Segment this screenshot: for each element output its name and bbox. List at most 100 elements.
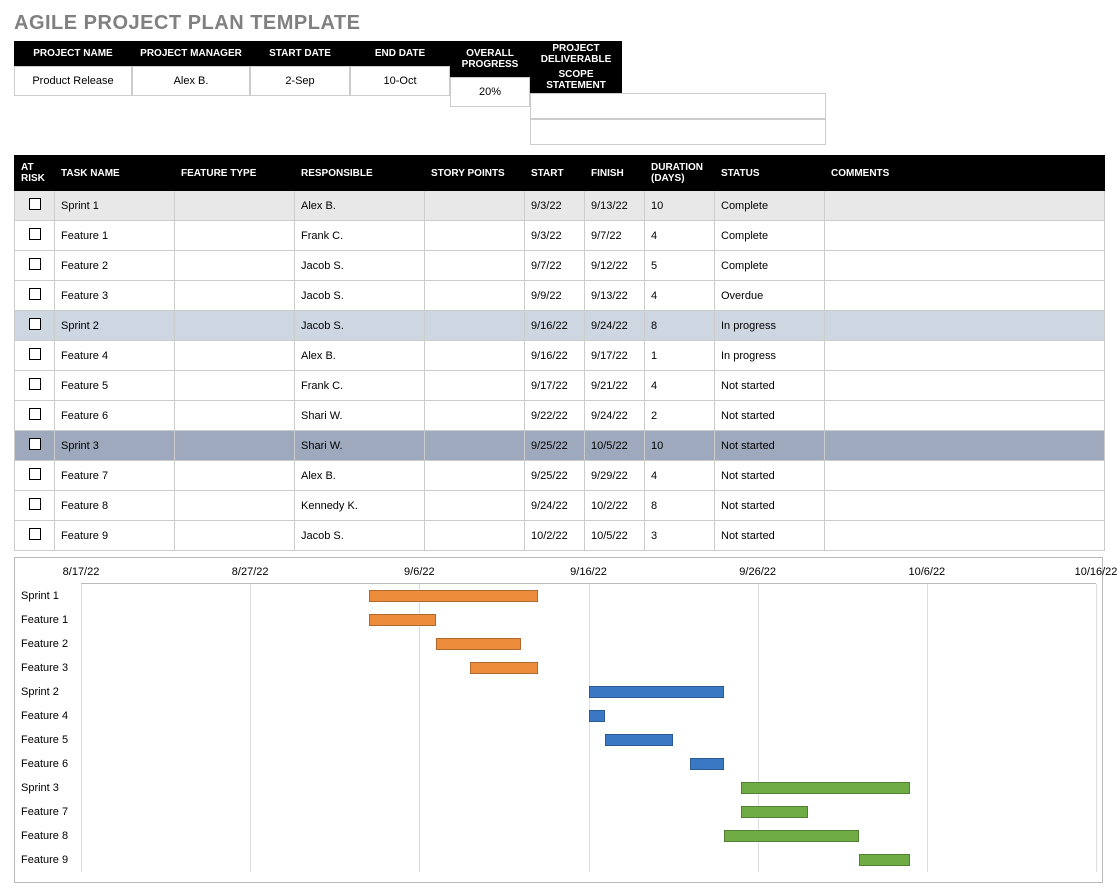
gantt-tick: 9/26/22	[739, 566, 776, 578]
task-cell: Not started	[715, 491, 825, 521]
gantt-row-label: Feature 9	[21, 848, 81, 872]
task-cell: Shari W.	[295, 431, 425, 461]
task-cell: Alex B.	[295, 461, 425, 491]
gantt-row-label: Sprint 3	[21, 776, 81, 800]
at-risk-checkbox[interactable]	[29, 318, 41, 330]
task-cell	[425, 521, 525, 551]
task-cell: 9/7/22	[525, 251, 585, 281]
gantt-row-label: Feature 8	[21, 824, 81, 848]
task-row: Feature 3Jacob S.9/9/229/13/224Overdue	[15, 281, 1105, 311]
task-cell: Feature 1	[55, 221, 175, 251]
at-risk-checkbox[interactable]	[29, 378, 41, 390]
gantt-tick: 10/16/22	[1075, 566, 1117, 578]
task-cell: Not started	[715, 521, 825, 551]
task-cell: 8	[645, 311, 715, 341]
task-cell: 9/3/22	[525, 191, 585, 221]
task-cell	[825, 371, 1105, 401]
task-cell: 9/13/22	[585, 191, 645, 221]
task-cell: Complete	[715, 221, 825, 251]
task-cell	[425, 491, 525, 521]
overall-progress-header: OVERALL PROGRESS	[450, 41, 530, 77]
task-col-header-3: RESPONSIBLE	[295, 156, 425, 191]
task-cell: Feature 4	[55, 341, 175, 371]
at-risk-checkbox[interactable]	[29, 438, 41, 450]
task-cell: In progress	[715, 311, 825, 341]
gantt-tick: 10/6/22	[908, 566, 945, 578]
task-cell: Feature 7	[55, 461, 175, 491]
task-cell: Alex B.	[295, 191, 425, 221]
task-cell: Not started	[715, 401, 825, 431]
gantt-row-label: Sprint 2	[21, 680, 81, 704]
task-cell: In progress	[715, 341, 825, 371]
task-row: Feature 6Shari W.9/22/229/24/222Not star…	[15, 401, 1105, 431]
task-cell: 9/24/22	[585, 401, 645, 431]
task-cell: 9/21/22	[585, 371, 645, 401]
task-cell: Overdue	[715, 281, 825, 311]
gantt-row-label: Feature 2	[21, 632, 81, 656]
task-cell: Feature 3	[55, 281, 175, 311]
page-title: AGILE PROJECT PLAN TEMPLATE	[14, 12, 1103, 35]
info-header-1: PROJECT MANAGER	[132, 41, 250, 66]
task-cell	[825, 401, 1105, 431]
info-header-0: PROJECT NAME	[14, 41, 132, 66]
overall-progress-value: 20%	[450, 77, 530, 107]
task-col-header-4: STORY POINTS	[425, 156, 525, 191]
task-cell	[825, 491, 1105, 521]
task-cell	[175, 521, 295, 551]
task-cell	[175, 341, 295, 371]
task-cell	[425, 281, 525, 311]
task-cell	[425, 191, 525, 221]
info-header-3: END DATE	[350, 41, 450, 66]
task-cell	[175, 431, 295, 461]
at-risk-checkbox[interactable]	[29, 498, 41, 510]
at-risk-checkbox[interactable]	[29, 348, 41, 360]
task-cell: Sprint 2	[55, 311, 175, 341]
meta-value-1[interactable]	[530, 119, 826, 145]
task-cell: Jacob S.	[295, 281, 425, 311]
gantt-row	[81, 608, 1096, 632]
task-cell: Alex B.	[295, 341, 425, 371]
gantt-row-label: Feature 7	[21, 800, 81, 824]
task-cell: Jacob S.	[295, 311, 425, 341]
at-risk-checkbox[interactable]	[29, 198, 41, 210]
task-col-header-9: COMMENTS	[825, 156, 1105, 191]
task-cell	[175, 401, 295, 431]
gantt-row	[81, 824, 1096, 848]
task-cell	[425, 221, 525, 251]
task-cell: 9/22/22	[525, 401, 585, 431]
project-info-header: PROJECT NAMEProduct ReleasePROJECT MANAG…	[14, 41, 1103, 145]
task-cell: 10	[645, 191, 715, 221]
task-cell: Frank C.	[295, 221, 425, 251]
at-risk-checkbox[interactable]	[29, 408, 41, 420]
task-cell	[825, 461, 1105, 491]
task-cell: Complete	[715, 251, 825, 281]
meta-value-0[interactable]	[530, 93, 826, 119]
at-risk-checkbox[interactable]	[29, 288, 41, 300]
at-risk-checkbox[interactable]	[29, 228, 41, 240]
task-cell	[425, 461, 525, 491]
task-cell: Jacob S.	[295, 521, 425, 551]
task-cell: Sprint 3	[55, 431, 175, 461]
task-cell: 10/2/22	[585, 491, 645, 521]
task-cell: Kennedy K.	[295, 491, 425, 521]
task-cell: 2	[645, 401, 715, 431]
task-cell: 9/24/22	[585, 311, 645, 341]
task-cell	[175, 491, 295, 521]
meta-label-1: SCOPE STATEMENT	[530, 67, 622, 93]
at-risk-checkbox[interactable]	[29, 528, 41, 540]
task-cell	[425, 371, 525, 401]
gantt-row-label: Feature 1	[21, 608, 81, 632]
gantt-bar	[605, 734, 673, 746]
task-col-header-7: DURATION (DAYS)	[645, 156, 715, 191]
task-cell: 9/12/22	[585, 251, 645, 281]
task-cell: 9/9/22	[525, 281, 585, 311]
task-cell: 9/17/22	[525, 371, 585, 401]
at-risk-checkbox[interactable]	[29, 468, 41, 480]
info-value-2: 2-Sep	[250, 66, 350, 96]
gantt-row	[81, 632, 1096, 656]
gantt-row-label: Feature 6	[21, 752, 81, 776]
at-risk-checkbox[interactable]	[29, 258, 41, 270]
task-cell: 8	[645, 491, 715, 521]
task-cell	[175, 191, 295, 221]
task-cell: 10/2/22	[525, 521, 585, 551]
